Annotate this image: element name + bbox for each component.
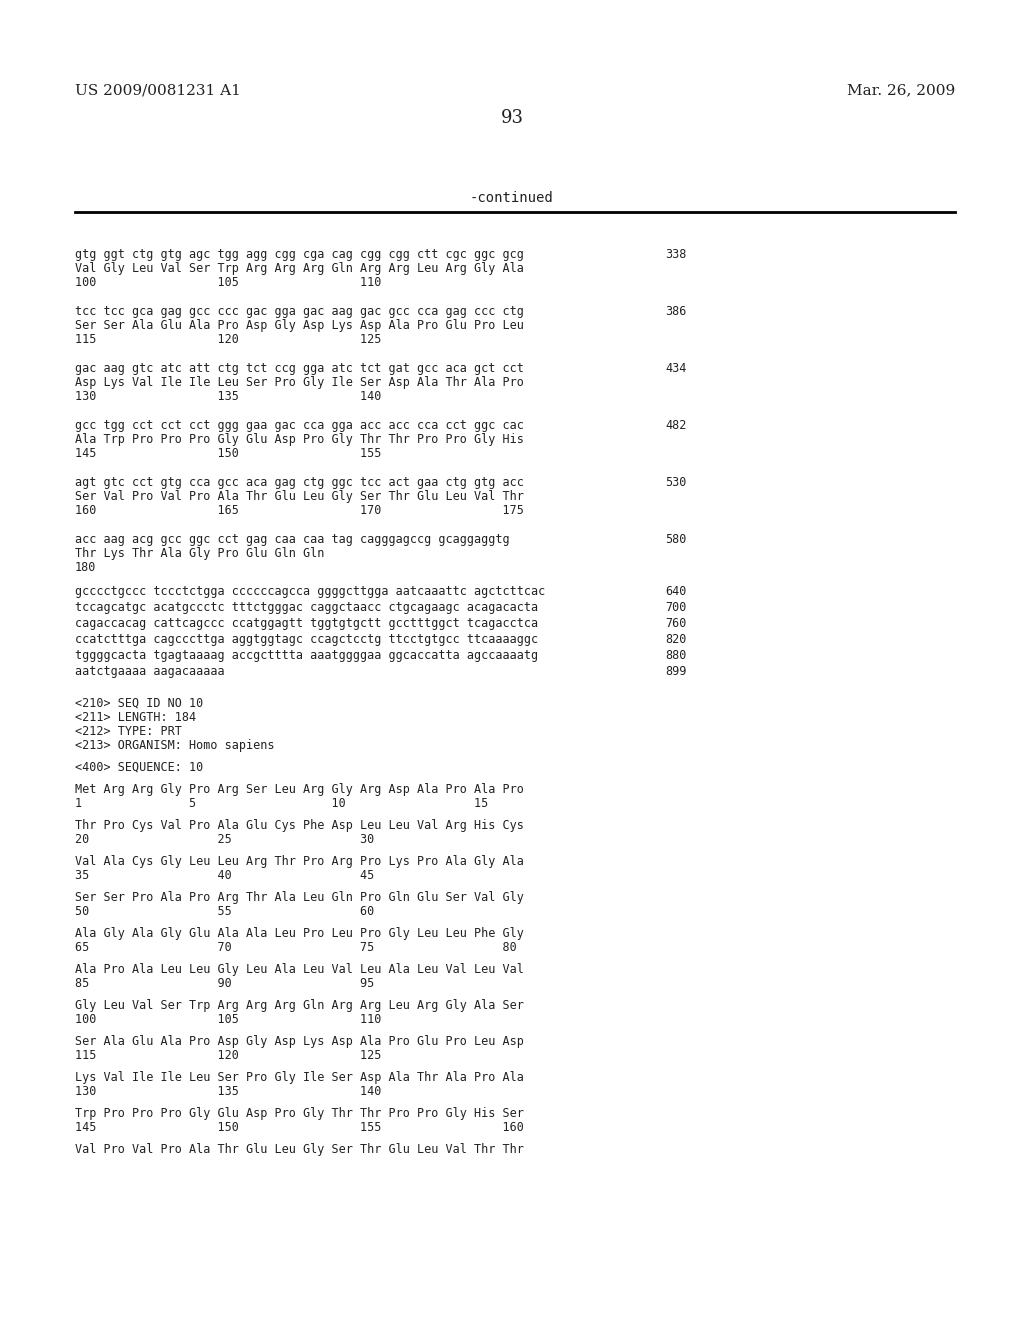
- Text: 180: 180: [75, 561, 96, 574]
- Text: Ala Pro Ala Leu Leu Gly Leu Ala Leu Val Leu Ala Leu Val Leu Val: Ala Pro Ala Leu Leu Gly Leu Ala Leu Val …: [75, 964, 524, 975]
- Text: Ser Val Pro Val Pro Ala Thr Glu Leu Gly Ser Thr Glu Leu Val Thr: Ser Val Pro Val Pro Ala Thr Glu Leu Gly …: [75, 490, 524, 503]
- Text: Val Ala Cys Gly Leu Leu Arg Thr Pro Arg Pro Lys Pro Ala Gly Ala: Val Ala Cys Gly Leu Leu Arg Thr Pro Arg …: [75, 855, 524, 869]
- Text: 700: 700: [665, 601, 686, 614]
- Text: Gly Leu Val Ser Trp Arg Arg Arg Gln Arg Arg Leu Arg Gly Ala Ser: Gly Leu Val Ser Trp Arg Arg Arg Gln Arg …: [75, 999, 524, 1012]
- Text: cagaccacag cattcagccc ccatggagtt tggtgtgctt gcctttggct tcagacctca: cagaccacag cattcagccc ccatggagtt tggtgtg…: [75, 616, 539, 630]
- Text: 530: 530: [665, 477, 686, 488]
- Text: 100                 105                 110: 100 105 110: [75, 276, 381, 289]
- Text: 130                 135                 140: 130 135 140: [75, 1085, 381, 1098]
- Text: 386: 386: [665, 305, 686, 318]
- Text: 760: 760: [665, 616, 686, 630]
- Text: 899: 899: [665, 665, 686, 678]
- Text: Ser Ser Ala Glu Ala Pro Asp Gly Asp Lys Asp Ala Pro Glu Pro Leu: Ser Ser Ala Glu Ala Pro Asp Gly Asp Lys …: [75, 319, 524, 333]
- Text: 580: 580: [665, 533, 686, 546]
- Text: 820: 820: [665, 634, 686, 645]
- Text: ccatctttga cagcccttga aggtggtagc ccagctcctg ttcctgtgcc ttcaaaaggc: ccatctttga cagcccttga aggtggtagc ccagctc…: [75, 634, 539, 645]
- Text: Lys Val Ile Ile Leu Ser Pro Gly Ile Ser Asp Ala Thr Ala Pro Ala: Lys Val Ile Ile Leu Ser Pro Gly Ile Ser …: [75, 1071, 524, 1084]
- Text: <400> SEQUENCE: 10: <400> SEQUENCE: 10: [75, 762, 203, 774]
- Text: 640: 640: [665, 585, 686, 598]
- Text: Ala Trp Pro Pro Pro Gly Glu Asp Pro Gly Thr Thr Pro Pro Gly His: Ala Trp Pro Pro Pro Gly Glu Asp Pro Gly …: [75, 433, 524, 446]
- Text: 50                  55                  60: 50 55 60: [75, 906, 374, 917]
- Text: <212> TYPE: PRT: <212> TYPE: PRT: [75, 725, 182, 738]
- Text: 35                  40                  45: 35 40 45: [75, 869, 374, 882]
- Text: Mar. 26, 2009: Mar. 26, 2009: [847, 83, 955, 96]
- Text: <213> ORGANISM: Homo sapiens: <213> ORGANISM: Homo sapiens: [75, 739, 274, 752]
- Text: 65                  70                  75                  80: 65 70 75 80: [75, 941, 517, 954]
- Text: 130                 135                 140: 130 135 140: [75, 389, 381, 403]
- Text: 338: 338: [665, 248, 686, 261]
- Text: 100                 105                 110: 100 105 110: [75, 1012, 381, 1026]
- Text: gcc tgg cct cct cct ggg gaa gac cca gga acc acc cca cct ggc cac: gcc tgg cct cct cct ggg gaa gac cca gga …: [75, 418, 524, 432]
- Text: tccagcatgc acatgccctc tttctgggac caggctaacc ctgcagaagc acagacacta: tccagcatgc acatgccctc tttctgggac caggcta…: [75, 601, 539, 614]
- Text: aatctgaaaa aagacaaaaa: aatctgaaaa aagacaaaaa: [75, 665, 224, 678]
- Text: agt gtc cct gtg cca gcc aca gag ctg ggc tcc act gaa ctg gtg acc: agt gtc cct gtg cca gcc aca gag ctg ggc …: [75, 477, 524, 488]
- Text: tggggcacta tgagtaaaag accgctttta aaatggggaa ggcaccatta agccaaaatg: tggggcacta tgagtaaaag accgctttta aaatggg…: [75, 649, 539, 663]
- Text: Ala Gly Ala Gly Glu Ala Ala Leu Pro Leu Pro Gly Leu Leu Phe Gly: Ala Gly Ala Gly Glu Ala Ala Leu Pro Leu …: [75, 927, 524, 940]
- Text: 434: 434: [665, 362, 686, 375]
- Text: Trp Pro Pro Pro Gly Glu Asp Pro Gly Thr Thr Pro Pro Gly His Ser: Trp Pro Pro Pro Gly Glu Asp Pro Gly Thr …: [75, 1107, 524, 1119]
- Text: 1               5                   10                  15: 1 5 10 15: [75, 797, 488, 810]
- Text: 160                 165                 170                 175: 160 165 170 175: [75, 504, 524, 517]
- Text: 482: 482: [665, 418, 686, 432]
- Text: gtg ggt ctg gtg agc tgg agg cgg cga cag cgg cgg ctt cgc ggc gcg: gtg ggt ctg gtg agc tgg agg cgg cga cag …: [75, 248, 524, 261]
- Text: 93: 93: [501, 110, 523, 127]
- Text: -continued: -continued: [470, 191, 554, 205]
- Text: <210> SEQ ID NO 10: <210> SEQ ID NO 10: [75, 697, 203, 710]
- Text: acc aag acg gcc ggc cct gag caa caa tag cagggagccg gcaggaggtg: acc aag acg gcc ggc cct gag caa caa tag …: [75, 533, 510, 546]
- Text: US 2009/0081231 A1: US 2009/0081231 A1: [75, 83, 241, 96]
- Text: 880: 880: [665, 649, 686, 663]
- Text: 85                  90                  95: 85 90 95: [75, 977, 374, 990]
- Text: Thr Lys Thr Ala Gly Pro Glu Gln Gln: Thr Lys Thr Ala Gly Pro Glu Gln Gln: [75, 546, 325, 560]
- Text: Thr Pro Cys Val Pro Ala Glu Cys Phe Asp Leu Leu Val Arg His Cys: Thr Pro Cys Val Pro Ala Glu Cys Phe Asp …: [75, 818, 524, 832]
- Text: Ser Ser Pro Ala Pro Arg Thr Ala Leu Gln Pro Gln Glu Ser Val Gly: Ser Ser Pro Ala Pro Arg Thr Ala Leu Gln …: [75, 891, 524, 904]
- Text: gac aag gtc atc att ctg tct ccg gga atc tct gat gcc aca gct cct: gac aag gtc atc att ctg tct ccg gga atc …: [75, 362, 524, 375]
- Text: 145                 150                 155                 160: 145 150 155 160: [75, 1121, 524, 1134]
- Text: 115                 120                 125: 115 120 125: [75, 333, 381, 346]
- Text: Asp Lys Val Ile Ile Leu Ser Pro Gly Ile Ser Asp Ala Thr Ala Pro: Asp Lys Val Ile Ile Leu Ser Pro Gly Ile …: [75, 376, 524, 389]
- Text: Ser Ala Glu Ala Pro Asp Gly Asp Lys Asp Ala Pro Glu Pro Leu Asp: Ser Ala Glu Ala Pro Asp Gly Asp Lys Asp …: [75, 1035, 524, 1048]
- Text: <211> LENGTH: 184: <211> LENGTH: 184: [75, 711, 197, 723]
- Text: 145                 150                 155: 145 150 155: [75, 447, 381, 459]
- Text: gcccctgccc tccctctgga ccccccagcca ggggcttgga aatcaaattc agctcttcac: gcccctgccc tccctctgga ccccccagcca ggggct…: [75, 585, 545, 598]
- Text: Met Arg Arg Gly Pro Arg Ser Leu Arg Gly Arg Asp Ala Pro Ala Pro: Met Arg Arg Gly Pro Arg Ser Leu Arg Gly …: [75, 783, 524, 796]
- Text: Val Gly Leu Val Ser Trp Arg Arg Arg Gln Arg Arg Leu Arg Gly Ala: Val Gly Leu Val Ser Trp Arg Arg Arg Gln …: [75, 261, 524, 275]
- Text: 115                 120                 125: 115 120 125: [75, 1049, 381, 1063]
- Text: 20                  25                  30: 20 25 30: [75, 833, 374, 846]
- Text: tcc tcc gca gag gcc ccc gac gga gac aag gac gcc cca gag ccc ctg: tcc tcc gca gag gcc ccc gac gga gac aag …: [75, 305, 524, 318]
- Text: Val Pro Val Pro Ala Thr Glu Leu Gly Ser Thr Glu Leu Val Thr Thr: Val Pro Val Pro Ala Thr Glu Leu Gly Ser …: [75, 1143, 524, 1156]
